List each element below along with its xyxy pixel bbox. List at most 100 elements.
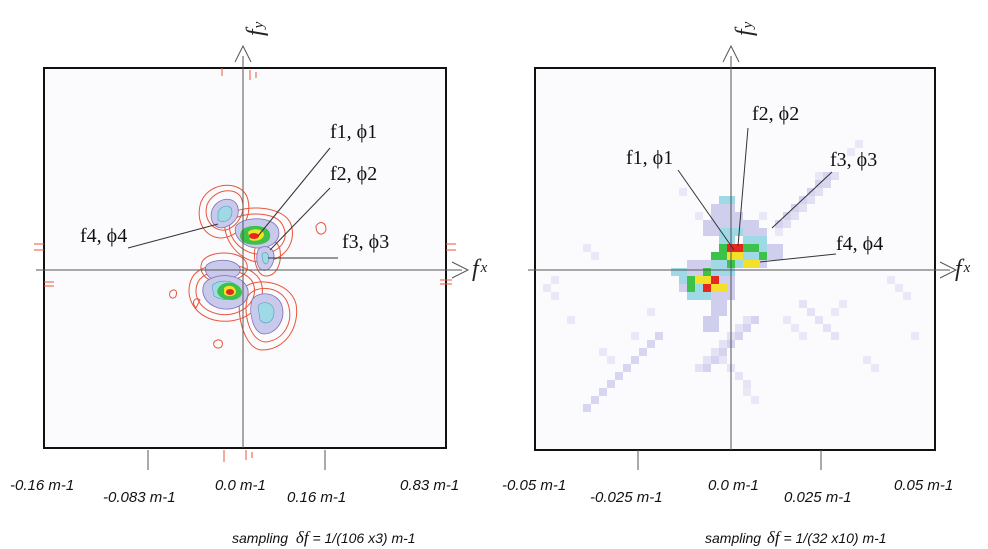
spectrum-cell <box>759 260 767 268</box>
spectrum-cell <box>631 332 639 340</box>
spectrum-cell <box>703 292 711 300</box>
spectrum-cell <box>719 228 727 236</box>
spectrum-cell <box>751 236 759 244</box>
spectrum-cell <box>711 228 719 236</box>
right-tick-label: 0.025 m-1 <box>784 489 852 506</box>
spectrum-cell <box>711 276 719 284</box>
spectrum-cell <box>751 228 759 236</box>
spectrum-cell <box>687 276 695 284</box>
spectrum-cell <box>711 316 719 324</box>
right-y-arrow <box>722 44 740 63</box>
spectrum-cell <box>823 324 831 332</box>
spectrum-cell <box>591 396 599 404</box>
spectrum-cell <box>719 308 727 316</box>
spectrum-cell <box>695 364 703 372</box>
spectrum-cell <box>711 204 719 212</box>
spectrum-cell <box>703 220 711 228</box>
left-caption: sampling δf = 1/(106 x3) m-1 <box>232 528 416 547</box>
spectrum-cell <box>775 228 783 236</box>
spectrum-cell <box>735 212 743 220</box>
spectrum-cell <box>695 292 703 300</box>
spectrum-cell <box>695 212 703 220</box>
spectrum-cell <box>719 276 727 284</box>
spectrum-cell <box>743 252 751 260</box>
spectrum-cell <box>679 268 687 276</box>
spectrum-cell <box>751 244 759 252</box>
spectrum-cell <box>815 188 823 196</box>
right-x-arrow <box>939 261 958 279</box>
spectrum-cell <box>695 260 703 268</box>
right-caption: sampling δf = 1/(32 x10) m-1 <box>705 528 887 547</box>
spectrum-cell <box>703 324 711 332</box>
left-tick-label: 0.83 m-1 <box>400 477 459 494</box>
spectrum-cell <box>599 348 607 356</box>
spectrum-cell <box>743 324 751 332</box>
spectrum-cell <box>687 292 695 300</box>
spectrum-cell <box>735 332 743 340</box>
spectrum-cell <box>719 268 727 276</box>
spectrum-cell <box>751 396 759 404</box>
spectrum-cell <box>783 212 791 220</box>
spectrum-cell <box>623 364 631 372</box>
spectrum-cell <box>903 292 911 300</box>
spectrum-cell <box>799 204 807 212</box>
spectrum-cell <box>743 236 751 244</box>
spectrum-cell <box>631 356 639 364</box>
left-tick-label: -0.083 m-1 <box>103 489 176 506</box>
spectrum-cell <box>543 284 551 292</box>
right-tick-label: -0.05 m-1 <box>502 477 566 494</box>
spectrum-cell <box>831 308 839 316</box>
spectrum-cell <box>871 364 879 372</box>
spectrum-cell <box>703 356 711 364</box>
left-x-arrow <box>451 261 470 279</box>
spectrum-cell <box>751 220 759 228</box>
spectrum-cell <box>791 324 799 332</box>
spectrum-cell <box>719 260 727 268</box>
spectrum-cell <box>703 260 711 268</box>
spectrum-cell <box>751 252 759 260</box>
spectrum-cell <box>711 300 719 308</box>
spectrum-cell <box>591 252 599 260</box>
spectrum-cell <box>775 252 783 260</box>
spectrum-cell <box>807 308 815 316</box>
spectrum-cell <box>775 220 783 228</box>
spectrum-cell <box>703 316 711 324</box>
spectrum-cell <box>815 172 823 180</box>
spectrum-cell <box>711 308 719 316</box>
spectrum-cell <box>743 220 751 228</box>
spectrum-cell <box>695 276 703 284</box>
spectrum-cell <box>751 260 759 268</box>
spectrum-cell <box>791 212 799 220</box>
left-annotation-f2-phi2: f2, ϕ2 <box>330 163 377 185</box>
spectrum-cell <box>719 284 727 292</box>
right-tick-label: -0.025 m-1 <box>590 489 663 506</box>
spectrum-cell <box>783 316 791 324</box>
spectrum-cell <box>703 364 711 372</box>
left-y-arrow <box>234 44 252 63</box>
spectrum-cell <box>647 308 655 316</box>
spectrum-cell <box>703 284 711 292</box>
spectrum-cell <box>711 268 719 276</box>
spectrum-cell <box>807 196 815 204</box>
spectrum-cell <box>695 284 703 292</box>
spectrum-cell <box>711 292 719 300</box>
spectrum-cell <box>743 260 751 268</box>
left-annotation-f3-phi3: f3, ϕ3 <box>342 231 389 253</box>
spectrum-cell <box>711 324 719 332</box>
spectrum-cell <box>687 284 695 292</box>
spectrum-cell <box>719 348 727 356</box>
spectrum-cell <box>711 212 719 220</box>
spectrum-cell <box>711 260 719 268</box>
right-y-axis-label: fy <box>732 21 758 36</box>
spectrum-cell <box>639 348 647 356</box>
spectrum-cell <box>735 244 743 252</box>
spectrum-cell <box>719 300 727 308</box>
right-tick-labels: -0.05 m-1 -0.025 m-1 0.0 m-1 0.025 m-1 0… <box>502 477 953 506</box>
left-annotation-f4-phi4: f4, ϕ4 <box>80 225 127 247</box>
spectrum-cell <box>551 292 559 300</box>
spectrum-cell <box>615 372 623 380</box>
